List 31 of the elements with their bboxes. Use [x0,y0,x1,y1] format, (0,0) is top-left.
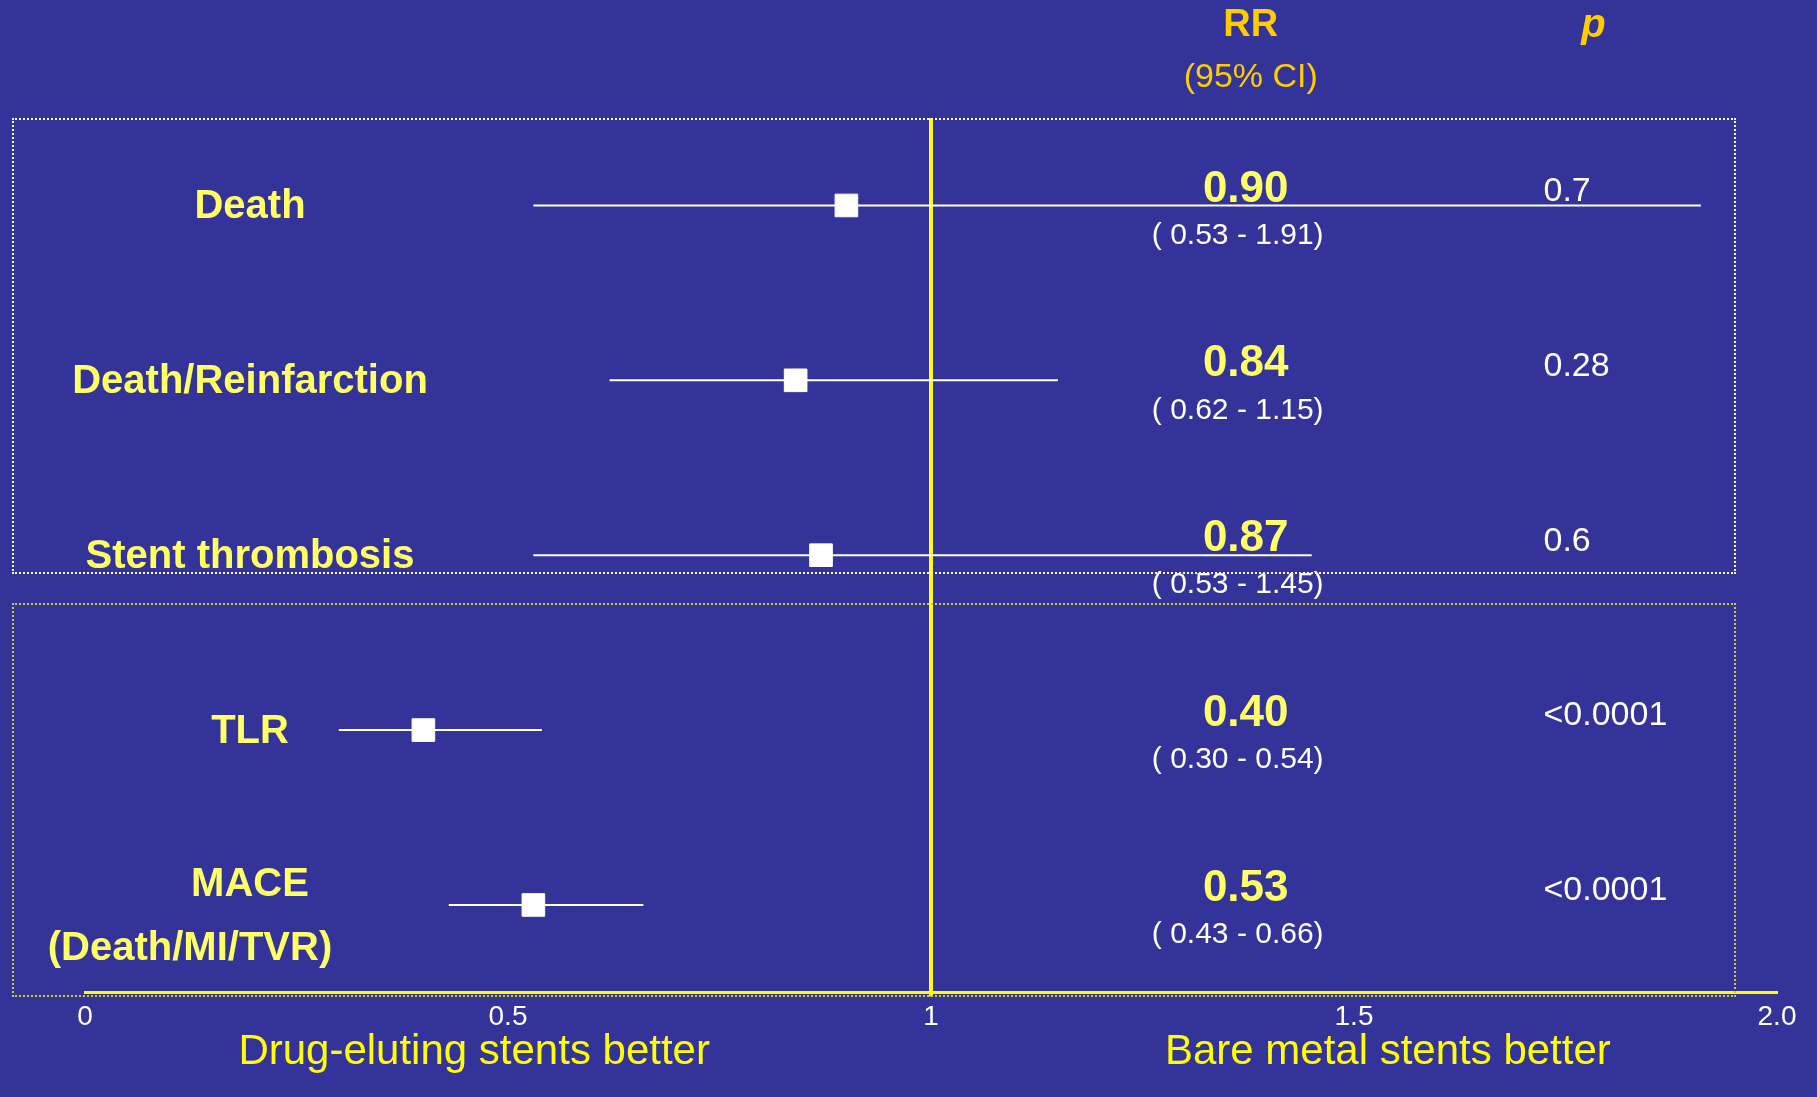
x-tick-label: 2.0 [1757,999,1797,1031]
annotation: <0.0001 [1543,694,1668,733]
annotation: 0.6 [1543,519,1591,558]
y-tick-label: MACE (Death/MI/TVR) [47,859,333,968]
annotation: ( 0.30 - 0.54) [1151,741,1324,775]
x-tick-label: 1 [923,999,939,1031]
annotation: 0.7 [1543,169,1591,208]
text: RR [1223,2,1279,45]
y-tick-label: TLR [211,707,289,752]
text: p [1580,1,1606,46]
annotation: 0.87 [1202,511,1289,561]
annotation: ( 0.43 - 0.66) [1151,916,1324,950]
point [834,193,859,218]
y-tick-label: Death [194,182,306,227]
point [411,718,436,742]
y-tick-label: Stent thrombosis [85,532,415,577]
annotation: ( 0.53 - 1.91) [1151,216,1324,250]
y-tick-label: Death/Reinfarction [72,357,428,402]
x-tick-label: 0 [77,999,93,1031]
annotation: 0.84 [1202,336,1290,386]
point [809,543,833,568]
annotation: 0.40 [1202,686,1289,736]
point [521,893,546,917]
annotation: 0.90 [1202,161,1289,211]
annotation: 0.28 [1543,344,1610,383]
annotation: ( 0.62 - 1.15) [1151,391,1324,425]
annotation: 0.53 [1202,861,1289,911]
annotation: <0.0001 [1543,869,1668,908]
point [783,368,808,393]
text: (95% CI) [1183,56,1318,95]
annotation: ( 0.53 - 1.45) [1151,566,1324,600]
